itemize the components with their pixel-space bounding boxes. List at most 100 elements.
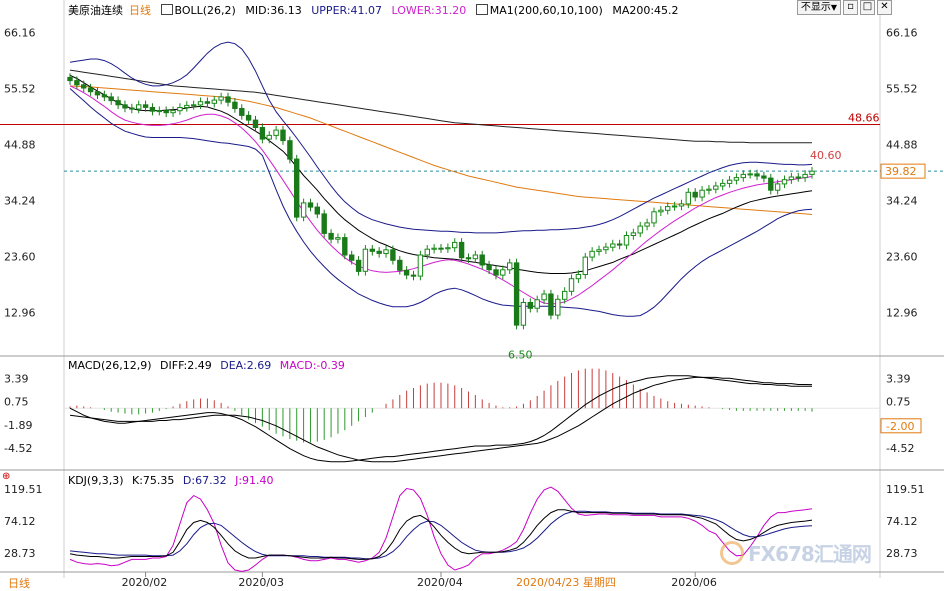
kdj-j-line xyxy=(69,486,813,572)
candle xyxy=(507,262,513,271)
expand-icon[interactable]: ▫ xyxy=(843,0,858,15)
price-tick-label-left: 44.88 xyxy=(4,138,36,151)
candle xyxy=(424,248,431,256)
candle xyxy=(596,249,602,252)
x-tick-label: 2020/02 xyxy=(122,576,168,589)
price-tick-label-right: 34.24 xyxy=(886,195,918,208)
candle xyxy=(287,140,293,160)
price-tick-label-left: 55.52 xyxy=(4,82,36,95)
candle xyxy=(108,96,114,102)
candle xyxy=(410,274,417,277)
candle xyxy=(795,176,801,179)
price-panel: 40.60 6.50 xyxy=(0,41,944,362)
kdj-k-line xyxy=(69,509,813,560)
hide-dropdown[interactable]: 不显示▼ xyxy=(796,0,841,15)
candle xyxy=(163,110,169,114)
boll-upper-value: UPPER:41.07 xyxy=(311,4,383,17)
chevron-down-icon: ▼ xyxy=(830,3,837,12)
kdj-tick-label-left: 119.51 xyxy=(4,483,43,496)
candle xyxy=(149,107,156,112)
price-tick-label-left: 12.96 xyxy=(4,307,36,320)
indicator-icon xyxy=(160,4,173,15)
macd-side-box xyxy=(880,418,922,434)
candle xyxy=(809,170,815,175)
macd-diff-value: DIFF:2.49 xyxy=(160,359,212,372)
candle xyxy=(781,179,788,185)
candle xyxy=(417,254,424,277)
crosshair-icon[interactable]: ⊕ xyxy=(2,471,11,482)
axis-labels: 66.16 66.16 55.52 55.52 44.88 44.88 34.24 34.24… xyxy=(4,26,926,589)
candle xyxy=(184,104,190,109)
candle xyxy=(754,173,760,177)
candle xyxy=(493,269,499,276)
candle xyxy=(520,302,527,326)
candle xyxy=(142,104,149,108)
kdj-d-value: D:67.32 xyxy=(182,474,227,487)
candle xyxy=(403,269,410,276)
macd-side-label: -2.00 xyxy=(886,420,914,433)
close-icon[interactable]: ✕ xyxy=(877,0,892,15)
candle xyxy=(610,243,616,248)
candle xyxy=(431,247,437,250)
price-header: 美原油连续 日线 BOLL(26,2) MID:36.13 UPPER:41.07… xyxy=(68,2,685,18)
candle xyxy=(472,254,479,260)
candle xyxy=(658,209,664,213)
kdj-tick-label-right: 74.12 xyxy=(886,515,918,528)
current-price-box xyxy=(880,163,926,179)
candle xyxy=(197,101,204,106)
boll-mid-value: MID:36.13 xyxy=(245,4,302,17)
candle xyxy=(548,293,554,316)
hide-dropdown-label: 不显示 xyxy=(800,2,831,13)
minimize-icon[interactable]: □ xyxy=(860,0,875,15)
price-tick-label-right: 66.16 xyxy=(886,26,918,39)
candle xyxy=(177,107,183,112)
boll-lower-value: LOWER:31.20 xyxy=(391,4,467,17)
candle xyxy=(692,191,698,198)
candle xyxy=(294,158,300,218)
candle xyxy=(458,241,465,259)
cursor-date-label: 2020/04/23 星期四 xyxy=(516,576,616,589)
candle xyxy=(774,183,781,191)
candle xyxy=(225,96,231,103)
kdj-k-value: K:75.35 xyxy=(132,474,175,487)
candle xyxy=(616,243,623,246)
high-price-label: 40.60 xyxy=(810,149,842,162)
candle xyxy=(671,205,678,208)
price-tick-label-right: 55.52 xyxy=(886,82,918,95)
price-tick-label-right: 12.96 xyxy=(886,307,918,320)
candle xyxy=(699,189,705,198)
candle xyxy=(245,114,252,121)
macd-value: MACD:-0.39 xyxy=(279,359,345,372)
price-tick-label-right: 44.88 xyxy=(886,138,918,151)
candle xyxy=(465,257,472,260)
macd-tick-label-left: 3.39 xyxy=(4,372,29,385)
kdj-tick-label-left: 28.73 xyxy=(4,547,36,560)
indicator-icon xyxy=(475,4,488,15)
macd-dea-value: DEA:2.69 xyxy=(220,359,272,372)
candle xyxy=(726,179,733,184)
kdj-d-line xyxy=(69,510,813,560)
candle xyxy=(740,173,746,179)
candle xyxy=(500,269,506,276)
candle xyxy=(452,241,458,249)
macd-tick-label-right: 3.39 xyxy=(886,372,911,385)
candle xyxy=(252,119,259,128)
candle xyxy=(191,104,197,107)
candle xyxy=(349,254,355,261)
candle xyxy=(438,247,444,250)
price-tick-label-right: 23.60 xyxy=(886,251,918,264)
candle xyxy=(259,127,266,140)
candle xyxy=(218,96,224,101)
candle xyxy=(74,80,80,86)
candle xyxy=(397,259,403,271)
candle xyxy=(541,293,547,301)
candle xyxy=(307,202,314,208)
candle xyxy=(589,250,595,258)
x-tick-label: 2020/06 xyxy=(671,576,717,589)
candle xyxy=(376,250,382,254)
candle xyxy=(761,175,767,179)
footer-period-label[interactable]: 日线 xyxy=(8,577,30,590)
candle xyxy=(321,213,327,234)
candle xyxy=(802,173,808,179)
candle xyxy=(534,299,540,309)
